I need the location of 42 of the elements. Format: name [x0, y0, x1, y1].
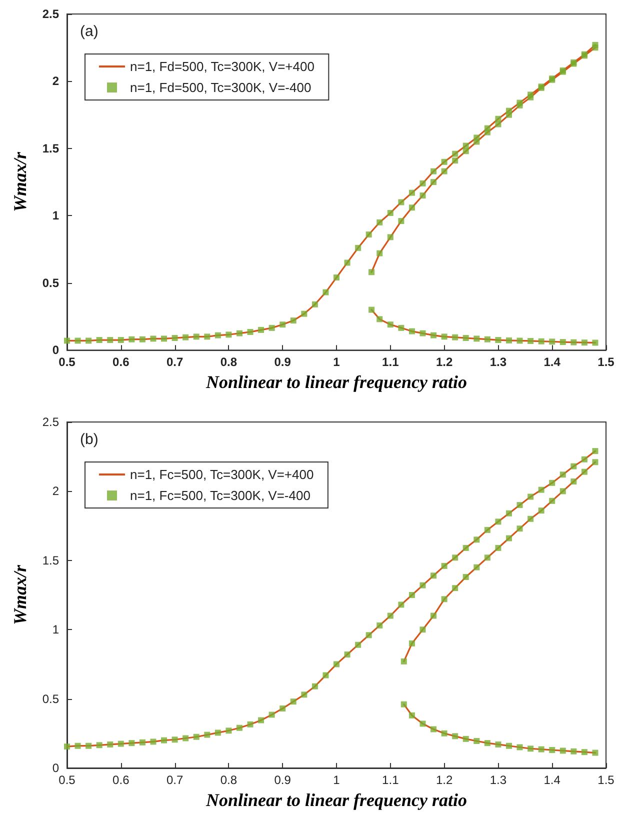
y-axis-title: Wmax/r [10, 564, 30, 626]
y-tick-label: 1.5 [42, 553, 60, 568]
y-tick-label: 2.5 [42, 415, 60, 429]
x-tick-label: 1.4 [544, 773, 561, 787]
x-tick-label: 1.2 [436, 355, 453, 370]
annotation: (a) [80, 23, 98, 40]
legend-label: n=1, Fc=500, Tc=300K, V=-400 [130, 488, 310, 503]
y-tick-label: 1 [52, 622, 60, 637]
legend-label: n=1, Fd=500, Tc=300K, V=+400 [130, 59, 314, 74]
legend-label: n=1, Fc=500, Tc=300K, V=+400 [130, 467, 314, 482]
y-axis-title: Wmax/r [10, 151, 30, 212]
x-tick-label: 1 [333, 355, 340, 370]
y-tick-label: 0.5 [42, 692, 60, 706]
y-tick-label: 1.5 [42, 141, 60, 156]
x-tick-label: 0.6 [112, 355, 130, 370]
x-tick-label: 1.2 [436, 773, 453, 787]
y-tick-label: 1 [52, 208, 60, 223]
x-tick-label: 1.3 [490, 773, 507, 787]
x-axis-title: Nonlinear to linear frequency ratio [204, 372, 468, 392]
x-tick-label: 0.8 [220, 773, 238, 787]
x-tick-label: 0.7 [166, 773, 184, 787]
x-tick-label: 0.8 [220, 355, 238, 370]
x-tick-label: 0.9 [274, 355, 292, 370]
y-tick-label: 2 [52, 484, 60, 498]
x-tick-label: 0.9 [274, 773, 292, 787]
x-tick-label: 1.4 [544, 355, 561, 370]
x-tick-label: 0.7 [166, 355, 184, 370]
y-tick-label: 0.5 [42, 276, 60, 290]
y-tick-label: 2.5 [42, 7, 60, 21]
x-tick-label: 1.5 [598, 355, 615, 370]
x-tick-label: 1.1 [382, 773, 400, 787]
x-tick-label: 1 [333, 773, 340, 787]
y-tick-label: 2 [52, 74, 60, 88]
legend-label: n=1, Fd=500, Tc=300K, V=-400 [130, 80, 312, 95]
y-tick-label: 0 [52, 343, 60, 358]
x-axis-title: Nonlinear to linear frequency ratio [204, 790, 468, 810]
y-tick-label: 0 [52, 761, 60, 775]
x-tick-label: 0.6 [112, 773, 130, 787]
x-tick-label: 1.3 [490, 355, 507, 370]
annotation: (b) [80, 431, 98, 448]
x-tick-label: 1.5 [598, 773, 615, 787]
x-tick-label: 1.1 [382, 355, 400, 370]
